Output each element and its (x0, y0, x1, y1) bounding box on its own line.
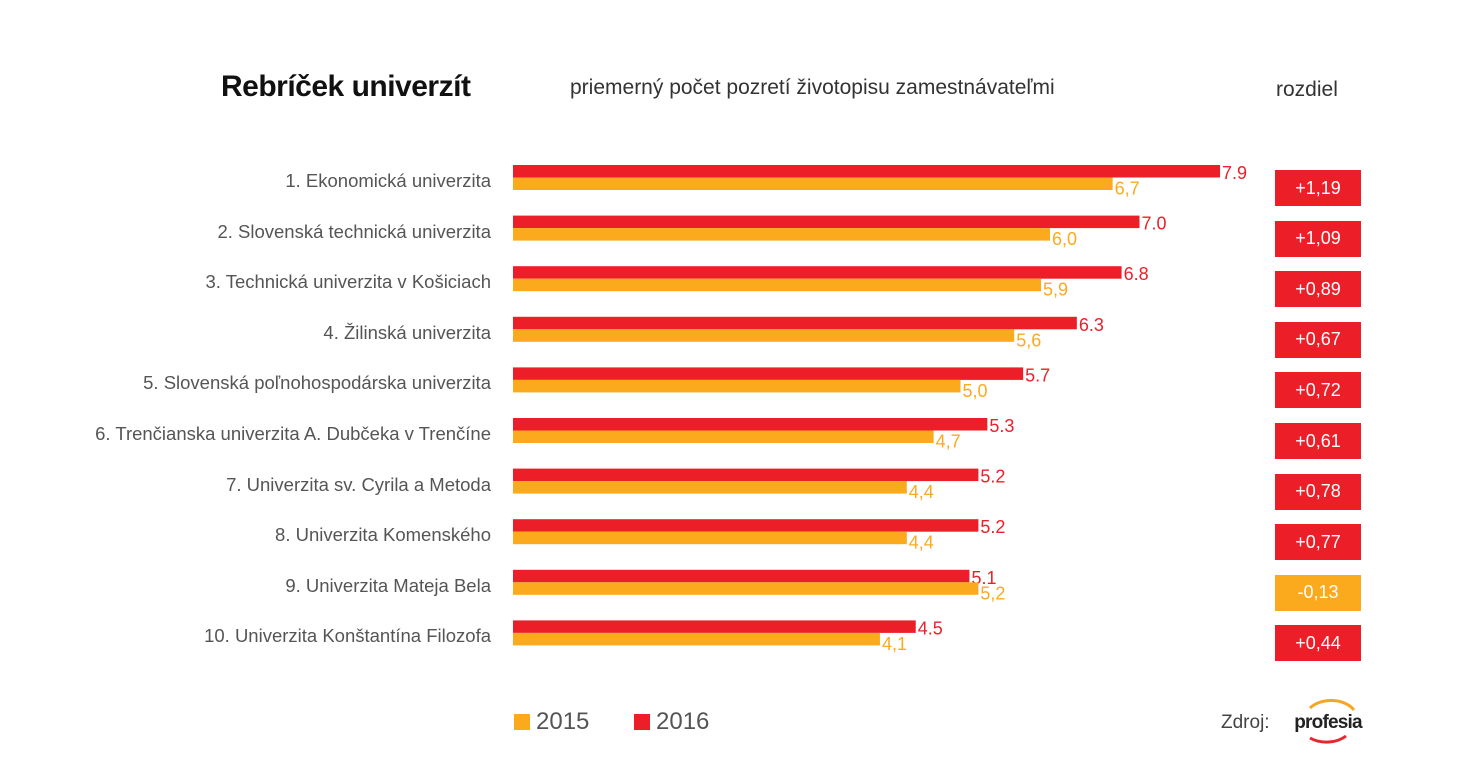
bar-2015 (513, 177, 1113, 190)
difference-badge: +0,61 (1275, 423, 1361, 459)
difference-badge: +0,78 (1275, 473, 1361, 510)
legend-swatch-2015 (514, 714, 530, 730)
difference-badge: +1,19 (1275, 170, 1361, 206)
logo-arc-top (1308, 699, 1356, 711)
data-label-2015: 5,2 (980, 583, 1005, 603)
bar-2016 (513, 569, 970, 583)
difference-badge: +0,89 (1275, 271, 1361, 308)
source-label: Zdroj: (1221, 712, 1270, 733)
bar-2015 (513, 531, 907, 545)
data-label-2016: 6.3 (1079, 315, 1104, 335)
data-label-2015: 6,7 (1115, 179, 1140, 199)
bar-2016 (513, 367, 1024, 380)
category-label: 7. Univerzita sv. Cyrila a Metoda (226, 473, 491, 495)
data-label-2016: 5.2 (980, 517, 1005, 537)
data-label-2016: 5.7 (1025, 365, 1050, 385)
category-label: 9. Univerzita Mateja Bela (285, 574, 491, 596)
data-label-2015: 4,4 (909, 482, 934, 502)
data-label-2016: 5.2 (980, 467, 1005, 487)
bar-2015 (513, 582, 979, 595)
logo-text: profesia (1294, 712, 1363, 733)
bar-chart: 7.9 6,77.0 6,0 6.8 5,9 6.3 5,6 5.7 5,05.3 4,7 5.2 4… (513, 163, 1247, 654)
bar-2016 (513, 519, 979, 532)
category-label: 10. Univerzita Konštantína Filozofa (204, 625, 491, 647)
data-label-2016: 5.3 (989, 416, 1014, 436)
logo-arc-bottom (1309, 734, 1347, 744)
category-label: 5. Slovenská poľnohospodárska univerzita (143, 372, 491, 394)
data-label-2015: 5,9 (1043, 280, 1068, 300)
bar-2016 (513, 418, 988, 431)
chart-title: Rebríček univerzít (221, 70, 471, 103)
data-label-2015: 6,0 (1052, 229, 1077, 249)
data-label-2016: 7.0 (1142, 214, 1167, 234)
difference-badge: +0,67 (1275, 321, 1361, 358)
data-label-2016: 7.9 (1222, 163, 1247, 183)
bar-2016 (513, 316, 1077, 330)
legend-item-2015: 2015 (514, 708, 589, 736)
category-label: 6. Trenčianska univerzita A. Dubčeka v T… (95, 423, 491, 444)
bar-2015 (513, 430, 934, 443)
category-label: 2. Slovenská technická univerzita (217, 220, 491, 242)
bar-2016 (513, 215, 1140, 229)
bar-2015 (513, 481, 907, 494)
data-label-2016: 4.5 (918, 618, 943, 638)
difference-badge: +0,72 (1275, 372, 1361, 409)
bar-2015 (513, 632, 880, 646)
chart-subtitle: priemerný počet pozretí životopisu zames… (570, 76, 1055, 99)
category-label: 1. Ekonomická univerzita (285, 170, 491, 191)
bar-2015 (513, 379, 961, 393)
data-label-2015: 5,6 (1016, 330, 1041, 350)
data-label-2016: 6.8 (1124, 264, 1149, 284)
bar-2016 (513, 468, 979, 482)
legend-label-2015: 2015 (536, 708, 590, 735)
bar-2016 (513, 620, 916, 633)
category-label: 8. Univerzita Komenského (275, 524, 491, 546)
legend-item-2016: 2016 (634, 708, 709, 736)
category-label: 3. Technická univerzita v Košiciach (205, 271, 491, 293)
data-label-2015: 4,7 (936, 432, 961, 452)
difference-column-heading: rozdiel (1276, 78, 1338, 101)
bar-2015 (513, 278, 1042, 292)
data-label-2015: 4,1 (882, 634, 907, 654)
bar-2015 (513, 329, 1015, 342)
difference-badge: +0,44 (1275, 625, 1361, 662)
data-label-2015: 5,0 (963, 381, 988, 401)
legend-swatch-2016 (634, 714, 650, 730)
bar-2016 (513, 266, 1122, 279)
bar-2016 (513, 165, 1221, 178)
legend-label-2016: 2016 (656, 708, 710, 735)
data-label-2015: 4,4 (909, 533, 934, 553)
difference-badge: +0,77 (1275, 524, 1361, 561)
difference-badge: +1,09 (1275, 220, 1361, 257)
profesia-logo: profesia (1294, 699, 1364, 744)
category-label: 4. Žilinská univerzita (323, 321, 491, 343)
difference-badge: -0,13 (1275, 574, 1361, 611)
bar-2015 (513, 228, 1050, 241)
